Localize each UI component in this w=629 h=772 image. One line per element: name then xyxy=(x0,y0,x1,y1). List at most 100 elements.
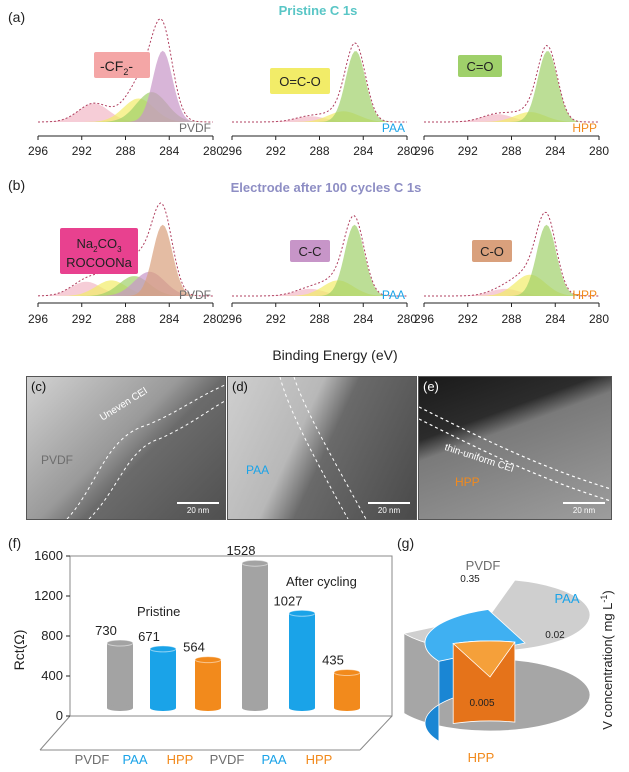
xps-row-pristine: 296 292 288 284 280 PVDF 296 292 288 284 280 PAA 296… xyxy=(28,17,609,158)
xps-sample-label: PVDF xyxy=(179,288,211,302)
xps-envelope-line xyxy=(232,42,407,123)
pie-slice-label: HPP xyxy=(468,750,495,765)
bar-y-tick-label: 800 xyxy=(41,628,63,643)
xps-tick-label: 284 xyxy=(159,144,179,158)
xps-component-peak xyxy=(38,276,213,296)
scale-bar-c: 20 nm xyxy=(177,502,219,515)
label-rocoona: ROCOONa xyxy=(66,255,133,270)
bar-category-label: PVDF xyxy=(75,752,110,767)
tem-sample-pvdf: PVDF xyxy=(41,453,74,467)
xps-tick-label: 288 xyxy=(309,312,329,326)
bar-category-label: HPP xyxy=(167,752,194,767)
bar-cap xyxy=(333,669,361,676)
panel-a-title: Pristine C 1s xyxy=(279,3,358,18)
bar-cap xyxy=(241,559,269,567)
tem-image-paa: (d) PAA 20 nm xyxy=(227,376,417,520)
bar-cap xyxy=(288,609,316,617)
bar xyxy=(242,563,268,708)
bar xyxy=(195,659,221,708)
bar xyxy=(150,648,176,708)
bar-value-label: 435 xyxy=(322,653,344,668)
xps-tick-label: 296 xyxy=(28,144,48,158)
bar-value-label: 1528 xyxy=(227,543,256,558)
xps-tick-label: 292 xyxy=(458,144,478,158)
xps-sample-label: HPP xyxy=(572,121,597,135)
xps-component-peak xyxy=(38,103,213,122)
xps-tick-label: 288 xyxy=(115,312,135,326)
label-c-o: C-O xyxy=(480,244,504,259)
label-co-double: C=O xyxy=(466,59,493,74)
pie-value-label: 0.35 xyxy=(460,574,480,585)
pie-slice xyxy=(452,640,516,678)
bar-value-label: 1027 xyxy=(274,593,303,608)
pie-slice-label: PAA xyxy=(554,591,579,606)
xps-tick-label: 284 xyxy=(545,312,565,326)
xps-envelope-line xyxy=(424,44,599,123)
pie-value-label: 0.005 xyxy=(469,698,494,709)
xps-tick-label: 296 xyxy=(28,312,48,326)
panel-g-letter: (g) xyxy=(397,535,414,551)
xps-component-peak xyxy=(38,281,213,296)
xps-tick-label: 292 xyxy=(72,312,92,326)
xps-tick-label: 284 xyxy=(353,312,373,326)
bar-floor-edge xyxy=(39,715,71,751)
xps-tick-label: 296 xyxy=(414,312,434,326)
pie-slice xyxy=(424,609,526,662)
bar-category-label: PAA xyxy=(122,752,147,767)
bar xyxy=(107,643,133,708)
panel-b-letter: (b) xyxy=(8,177,25,193)
xps-tick-label: 296 xyxy=(222,312,242,326)
xps-tick-label: 288 xyxy=(501,312,521,326)
xps-tick-label: 280 xyxy=(589,144,609,158)
bar-base xyxy=(242,705,268,711)
bar-value-label: 671 xyxy=(138,629,160,644)
xps-tick-label: 292 xyxy=(72,144,92,158)
label-box-co xyxy=(458,55,502,77)
xps-tick-label: 296 xyxy=(222,144,242,158)
xps-sample-label: PAA xyxy=(382,121,405,135)
bar xyxy=(334,672,360,708)
bar-cap xyxy=(194,656,222,664)
xps-tick-label: 292 xyxy=(266,144,286,158)
label-oco: O=C-O xyxy=(279,74,321,89)
xps-component-peak xyxy=(424,224,599,296)
xps-tick-label: 280 xyxy=(203,144,223,158)
scale-bar-e: 20 nm xyxy=(563,502,605,515)
bar-base xyxy=(107,705,133,711)
xps-tick-label: 292 xyxy=(266,312,286,326)
xps-envelope-line xyxy=(37,202,213,297)
bar-base xyxy=(289,705,315,711)
label-box-cf2 xyxy=(94,52,150,78)
xps-tick-label: 284 xyxy=(353,144,373,158)
xps-tick-label: 280 xyxy=(589,312,609,326)
label-box-oco xyxy=(270,68,330,94)
bar-y-tick-label: 0 xyxy=(56,708,63,723)
xps-envelope-line xyxy=(38,17,213,123)
label-cc: C-C xyxy=(298,244,321,259)
xps-tick-label: 280 xyxy=(397,312,417,326)
label-box-c-o xyxy=(472,240,512,262)
bar-cap xyxy=(149,645,177,653)
xps-sample-label: PVDF xyxy=(179,121,211,135)
xps-envelope-line xyxy=(232,215,407,297)
xps-sample-label: HPP xyxy=(572,288,597,302)
xps-tick-label: 288 xyxy=(501,144,521,158)
panel-f-letter: (f) xyxy=(8,535,21,551)
xps-component-peak xyxy=(38,224,213,296)
bar-y-tick-label: 400 xyxy=(41,668,63,683)
xps-tick-label: 280 xyxy=(397,144,417,158)
xps-component-peak xyxy=(424,51,599,123)
tem-image-hpp: (e) thin-uniform CEI HPP 20 nm xyxy=(418,376,612,520)
pie-value-label: 0.02 xyxy=(545,630,565,641)
xps-tick-label: 288 xyxy=(115,144,135,158)
xps-tick-label: 288 xyxy=(309,144,329,158)
pie-slice-label: PVDF xyxy=(466,558,501,573)
xps-component-peak xyxy=(232,51,407,123)
label-cf2: -CF2- xyxy=(100,58,133,77)
panel-e-letter: (e) xyxy=(423,379,439,394)
bar-group-label: Pristine xyxy=(137,604,180,619)
bar-y-tick-label: 1600 xyxy=(34,548,63,563)
panel-c-letter: (c) xyxy=(31,379,47,394)
bar-ylabel: Rct(Ω) xyxy=(11,630,27,671)
